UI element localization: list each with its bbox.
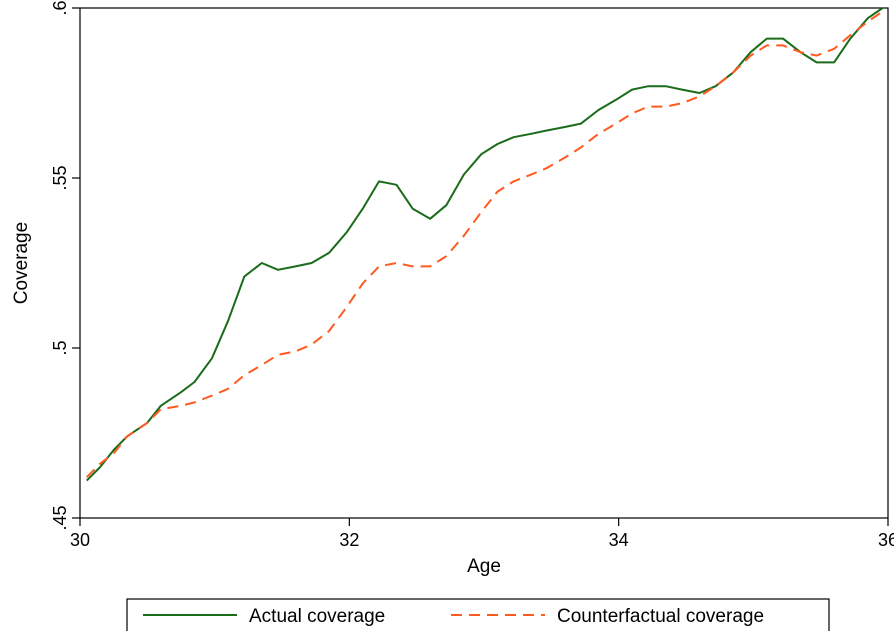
y-tick-label: .5	[50, 340, 70, 355]
legend-label-actual: Actual coverage	[249, 606, 385, 627]
x-tick-label: 32	[339, 530, 359, 550]
series-line-actual	[85, 7, 884, 482]
y-axis-title: Coverage	[11, 222, 32, 304]
y-tick-label: .6	[50, 0, 70, 15]
legend: Actual coverage Counterfactual coverage	[126, 598, 830, 631]
x-axis: 30 32 34 36	[70, 518, 894, 550]
y-axis: .45 .5 .55 .6	[50, 0, 80, 531]
series-line-counterfactual	[85, 10, 884, 478]
x-tick-label: 36	[878, 530, 894, 550]
plot-area-frame	[79, 7, 889, 519]
legend-label-counterfactual: Counterfactual coverage	[557, 606, 764, 627]
x-tick-label: 34	[609, 530, 629, 550]
y-tick-label: .55	[50, 165, 70, 190]
y-tick-label: .45	[50, 505, 70, 530]
x-axis-title: Age	[467, 556, 501, 577]
series-layer	[85, 7, 884, 482]
x-tick-label: 30	[70, 530, 90, 550]
